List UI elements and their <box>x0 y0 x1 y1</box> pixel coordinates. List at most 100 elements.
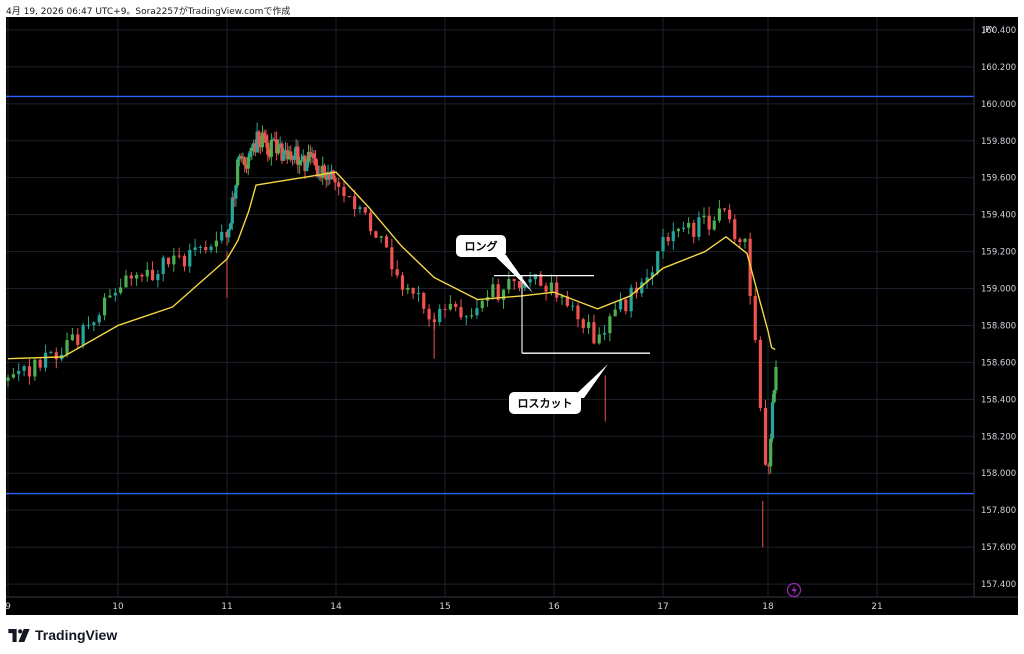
candle <box>416 286 421 302</box>
candle <box>257 129 261 153</box>
candle <box>712 216 716 231</box>
candle <box>172 247 176 272</box>
candle <box>331 169 335 180</box>
candle <box>390 238 394 277</box>
candle-body <box>459 307 463 318</box>
candle <box>555 275 559 302</box>
candle-body <box>230 197 234 224</box>
candle <box>204 240 208 254</box>
chart-canvas[interactable]: ロング ロスカット JPY 160.400 160.200 160.000 159.800… <box>6 17 1018 615</box>
candle-body <box>244 165 249 169</box>
candle <box>193 238 197 257</box>
candle-body <box>228 223 233 230</box>
candle <box>512 278 516 290</box>
time-tick-label: 18 <box>762 602 774 612</box>
candle <box>717 199 721 223</box>
candle-body <box>135 274 139 279</box>
candle <box>246 153 250 176</box>
candle-body <box>97 315 101 323</box>
candle-body <box>266 142 270 155</box>
candle-body <box>608 316 612 334</box>
candle <box>227 229 231 243</box>
candle-body <box>290 156 295 160</box>
candle <box>702 207 706 225</box>
candle-body <box>303 155 307 172</box>
candle <box>145 261 149 282</box>
candle-body <box>464 316 468 318</box>
candle-body <box>124 275 128 288</box>
candle-body <box>188 249 192 267</box>
candle-body <box>17 370 21 375</box>
candle <box>763 400 768 466</box>
candle-body <box>681 227 686 229</box>
candle-body <box>613 309 617 317</box>
candle <box>260 125 265 152</box>
candle <box>296 140 300 174</box>
candle <box>228 222 233 231</box>
candle-body <box>312 153 316 159</box>
candle-body <box>379 236 383 238</box>
candle <box>707 206 711 236</box>
tradingview-logo[interactable]: TradingView <box>8 627 117 643</box>
candle-body <box>629 287 633 312</box>
candle-body <box>624 299 628 312</box>
ema-line <box>7 171 776 360</box>
candle-body <box>517 281 522 288</box>
candle <box>280 141 284 164</box>
candle-body <box>246 156 250 169</box>
candle <box>480 298 484 312</box>
candle <box>150 261 155 281</box>
candle-body <box>772 390 776 403</box>
candle-body <box>81 325 85 345</box>
candle-body <box>576 305 580 320</box>
candle-body <box>209 246 213 251</box>
candle <box>255 122 259 153</box>
candle <box>234 184 238 207</box>
candle-body <box>287 151 291 160</box>
candle <box>758 336 762 412</box>
candle <box>743 238 747 249</box>
candle-body <box>491 284 495 297</box>
price-tick-label: 158.400 <box>981 395 1016 405</box>
candle <box>70 327 74 342</box>
candle <box>517 281 522 292</box>
candle <box>177 247 181 259</box>
candle-body <box>533 274 538 280</box>
candle-body <box>523 282 527 288</box>
candle-body <box>733 219 737 240</box>
candle-body <box>310 153 314 157</box>
candle-body <box>769 438 773 467</box>
candle-body <box>49 352 53 354</box>
candle-body <box>322 165 327 172</box>
candle-body <box>329 170 334 180</box>
candle <box>464 315 468 326</box>
candle-body <box>326 172 330 180</box>
candle <box>406 283 410 295</box>
candle-body <box>342 186 346 197</box>
candle <box>65 332 69 358</box>
candle-body <box>172 255 176 265</box>
candle-body <box>565 296 569 306</box>
candle-body <box>671 231 675 242</box>
candle-body <box>384 236 389 248</box>
candle <box>49 350 53 355</box>
annotation-long-pointer <box>494 255 533 293</box>
candle-body <box>255 131 259 153</box>
candle-body <box>395 269 399 276</box>
candle <box>243 156 247 173</box>
candle-body <box>43 352 48 368</box>
candle-body <box>422 293 426 309</box>
candle-body <box>248 151 252 157</box>
candle <box>239 153 243 163</box>
candle <box>6 374 10 387</box>
candle <box>232 193 236 208</box>
candle <box>236 157 240 188</box>
candle <box>427 304 431 327</box>
candle <box>119 278 123 295</box>
candle-body <box>65 340 69 355</box>
candle-body <box>328 172 332 180</box>
candle <box>347 195 351 198</box>
candle <box>671 222 675 250</box>
time-tick-label: 15 <box>439 602 450 612</box>
